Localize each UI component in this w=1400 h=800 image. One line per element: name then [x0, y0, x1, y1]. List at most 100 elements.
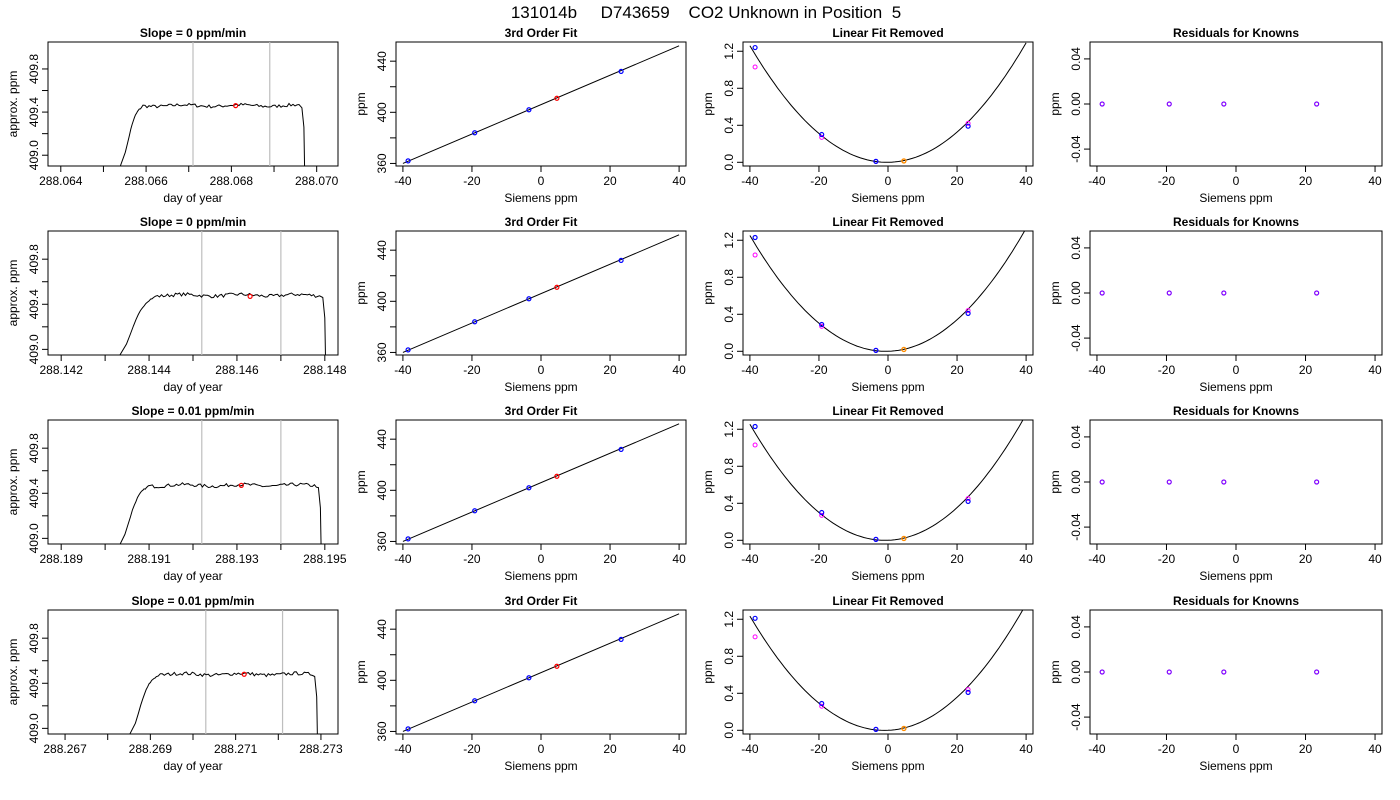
plot-area	[749, 231, 1026, 353]
x-tick-label: 20	[1299, 363, 1313, 377]
plot-panel-fit-row4: 3rd Order Fit -40 -20 0 20 40 360 400 440 Siemens…	[354, 594, 687, 773]
plot-area	[749, 610, 1024, 732]
y-tick-label: 360	[375, 531, 389, 551]
x-tick-label: 288.066	[124, 174, 168, 188]
known-fit-point	[965, 689, 971, 695]
known-fit-point	[752, 234, 758, 241]
x-tick-label: 40	[672, 363, 686, 377]
known-raw-point	[819, 703, 825, 709]
x-tick-label: -20	[1158, 742, 1176, 756]
x-tick-label: 40	[672, 174, 686, 188]
fit-line	[402, 45, 680, 164]
analyzer-trace-line	[119, 292, 326, 355]
y-tick-label: 1.2	[722, 611, 736, 628]
x-tick-label: -40	[394, 174, 412, 188]
x-tick-label: 288.146	[215, 363, 259, 377]
y-tick-label: 409.0	[27, 713, 41, 743]
residual-point	[1221, 669, 1227, 675]
residual-point	[1099, 290, 1105, 296]
y-tick-label: 0.4	[722, 117, 736, 134]
plot-panel-trace-row4: Slope = 0.01 ppm/min 288.267 288.269 288.27…	[6, 594, 343, 773]
y-tick-label: 0.00	[1069, 660, 1083, 684]
residual-point	[1221, 101, 1227, 107]
known-point	[405, 158, 411, 164]
residual-point	[1166, 101, 1172, 107]
y-tick-label: 409.8	[27, 244, 41, 274]
y-tick-label: 0.4	[722, 685, 736, 702]
x-axis-label: Siemens ppm	[851, 569, 924, 583]
x-axis-label: Siemens ppm	[1199, 191, 1272, 205]
known-fit-point	[965, 310, 971, 316]
sample-marker	[233, 103, 239, 109]
unknown-point	[554, 284, 560, 290]
x-tick-label: 20	[603, 363, 617, 377]
x-tick-label: 0	[1233, 742, 1240, 756]
known-fit-point	[819, 321, 825, 328]
plot-area	[119, 420, 322, 544]
x-tick-label: -20	[1158, 552, 1176, 566]
y-tick-label: 0.4	[722, 495, 736, 512]
known-point	[526, 675, 532, 681]
plot-frame	[1089, 419, 1383, 545]
fit-line	[402, 613, 680, 732]
x-tick-label: 0	[885, 174, 892, 188]
x-tick-label: 288.195	[303, 552, 347, 566]
y-tick-label: -0.04	[1069, 513, 1083, 541]
x-tick-label: 288.193	[215, 552, 259, 566]
x-tick-label: 20	[1299, 174, 1313, 188]
analyzer-trace-line	[119, 482, 322, 544]
y-tick-label: 0.0	[722, 343, 736, 360]
known-point	[526, 107, 532, 113]
y-tick-label: 409.4	[27, 289, 41, 319]
x-axis-label: Siemens ppm	[504, 191, 577, 205]
known-point	[472, 698, 478, 704]
x-tick-label: 0	[538, 552, 545, 566]
known-point	[618, 446, 624, 453]
x-tick-label: -40	[741, 363, 759, 377]
plot-area	[119, 42, 306, 166]
plot-title: Slope = 0.01 ppm/min	[131, 404, 254, 418]
x-tick-label: 40	[1019, 552, 1033, 566]
x-axis-label: Siemens ppm	[504, 569, 577, 583]
plot-panel-resid-row3: Residuals for Knowns -40 -20 0 20 40 -0.04 0.00…	[1048, 404, 1383, 583]
y-tick-label: 0.00	[1069, 281, 1083, 305]
plot-panel-linear-row3: Linear Fit Removed -40 -20 0 20 40 0.0 0.4 0.8 1.…	[701, 404, 1034, 583]
x-tick-label: 0	[1233, 363, 1240, 377]
y-axis-label: ppm	[701, 470, 715, 493]
y-axis-label: approx. ppm	[6, 449, 20, 516]
plot-panel-trace-row3: Slope = 0.01 ppm/min 288.189 288.191 288.19…	[6, 404, 347, 583]
y-tick-label: 0.0	[722, 532, 736, 549]
plot-area	[749, 42, 1027, 164]
x-tick-label: 40	[1368, 742, 1382, 756]
y-axis-label: ppm	[701, 281, 715, 304]
plot-frame	[47, 419, 339, 545]
y-tick-label: 409.8	[27, 433, 41, 463]
plot-title: 3rd Order Fit	[505, 26, 578, 40]
y-tick-label: 409.4	[27, 97, 41, 127]
residual-point	[1314, 290, 1320, 296]
y-tick-label: 440	[375, 51, 389, 71]
known-point	[405, 726, 411, 732]
known-point	[618, 636, 624, 643]
x-tick-label: -40	[1088, 742, 1106, 756]
unknown-point	[901, 535, 907, 542]
plot-frame	[742, 41, 1034, 167]
known-fit-point	[752, 423, 758, 430]
plot-panel-fit-row1: 3rd Order Fit -40 -20 0 20 40 360 400 440 Siemens…	[354, 26, 687, 205]
known-fit-point	[819, 509, 825, 516]
x-tick-label: 288.269	[129, 742, 173, 756]
unknown-point	[554, 663, 560, 669]
x-axis-label: day of year	[163, 191, 222, 205]
residual-point	[1221, 479, 1227, 485]
residual-point	[1099, 669, 1105, 675]
known-raw-point	[965, 308, 971, 314]
known-point	[526, 485, 532, 491]
y-axis-label: ppm	[354, 660, 368, 683]
x-axis-label: Siemens ppm	[1199, 569, 1272, 583]
x-tick-label: -40	[1088, 552, 1106, 566]
y-axis-label: approx. ppm	[6, 260, 20, 327]
y-tick-label: 400	[375, 102, 389, 122]
known-raw-point	[965, 120, 971, 126]
plot-frame	[1089, 609, 1383, 735]
